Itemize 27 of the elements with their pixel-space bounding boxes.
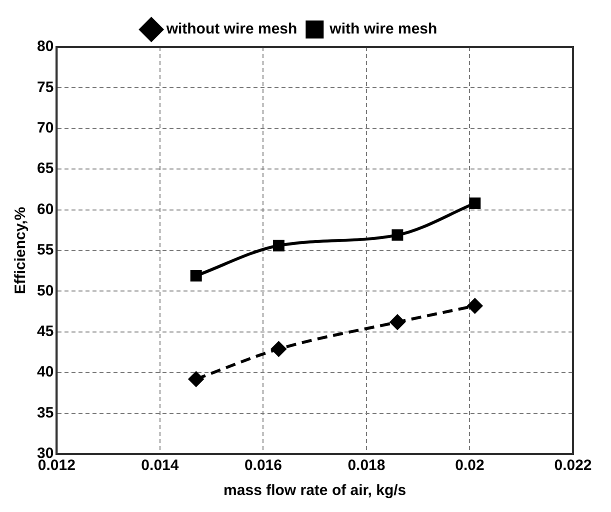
point <box>392 229 404 241</box>
x-tick-label: 0.018 <box>348 457 386 474</box>
y-tick-label: 60 <box>36 200 54 218</box>
legend-label: without wire mesh <box>165 20 298 38</box>
y-axis-title: Efficiency,% <box>12 206 30 294</box>
x-tick-label: 0.014 <box>141 457 180 474</box>
y-tick-label: 80 <box>36 38 54 56</box>
y-tick-label: 40 <box>36 364 54 381</box>
x-tick-label: 0.022 <box>554 457 592 474</box>
point <box>188 372 204 387</box>
point <box>271 341 286 356</box>
y-tick-label: 75 <box>36 78 54 96</box>
point <box>190 270 202 282</box>
x-axis-title: mass flow rate of air, kg/s <box>224 482 406 500</box>
x-tick-label: 0.016 <box>244 457 282 474</box>
point <box>390 314 405 330</box>
y-tick-label: 55 <box>36 242 54 259</box>
y-tick-label: 70 <box>36 120 54 137</box>
x-tick-label: 0.02 <box>455 457 484 474</box>
legend-label: with wire mesh <box>328 20 438 38</box>
y-tick-label: 45 <box>36 323 54 340</box>
y-tick-label: 65 <box>36 160 54 178</box>
y-tick-label: 50 <box>36 282 54 300</box>
y-tick-label: 35 <box>36 404 54 422</box>
point <box>469 198 481 210</box>
point <box>467 298 482 314</box>
point <box>272 240 284 252</box>
